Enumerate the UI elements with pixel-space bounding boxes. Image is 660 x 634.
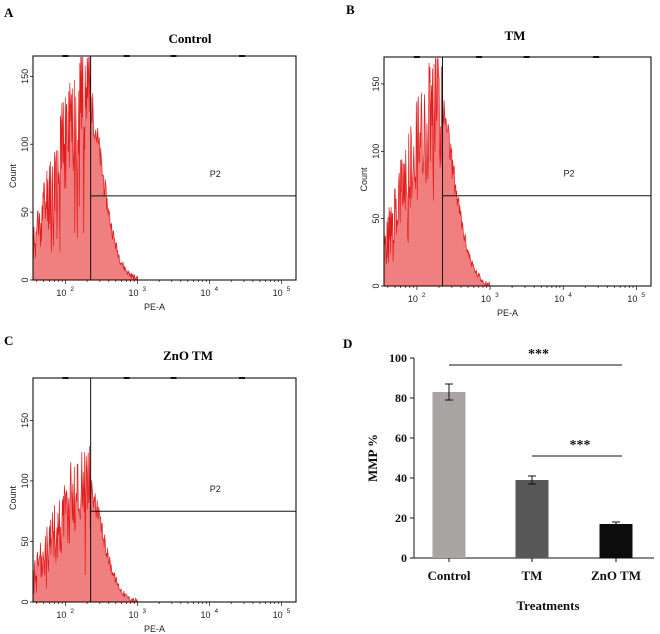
- x-tick-label: ZnO TM: [591, 568, 641, 583]
- histogram-panel-a: A Control P2 0 50 100 150 Count 10 2 10 3 10 4 10 5 PE-A: [4, 5, 297, 312]
- y-tick-label: 100: [389, 351, 407, 365]
- gate-label: P2: [563, 169, 574, 179]
- plot-frame: [32, 377, 297, 603]
- gate-label: P2: [210, 484, 221, 494]
- y-tick-label: 0: [20, 277, 30, 282]
- x-tick-label: 10: [627, 294, 637, 304]
- y-axis-label: MMP %: [365, 434, 380, 482]
- bar-zno-tm: [599, 524, 633, 558]
- histogram-panel-b: B TM P2 0 50 100 150 Count 10 2 10 3 10 4 10 5 PE-A: [346, 2, 652, 318]
- significance-label: ***: [528, 347, 549, 362]
- y-tick-label: 50: [371, 214, 381, 224]
- x-tick-exponent: 3: [142, 608, 146, 615]
- bar-control: [432, 392, 466, 558]
- histogram-area: [32, 56, 138, 281]
- x-tick-label: 10: [273, 610, 283, 620]
- x-tick-label: TM: [522, 568, 543, 583]
- x-tick-label: Control: [427, 568, 470, 583]
- y-axis-label: Count: [8, 164, 18, 189]
- plot-frame: [383, 56, 652, 287]
- panel-letter: A: [4, 5, 14, 20]
- y-tick-label: 50: [20, 207, 30, 217]
- gate-label: P2: [210, 169, 221, 179]
- y-tick-label: 0: [20, 599, 30, 604]
- x-tick-label: 10: [56, 610, 66, 620]
- x-tick-exponent: 4: [568, 292, 572, 299]
- x-tick-exponent: 5: [287, 286, 291, 293]
- x-tick-label: 10: [481, 294, 491, 304]
- panel-letter: C: [4, 333, 13, 348]
- y-tick-label: 50: [20, 536, 30, 546]
- x-tick-exponent: 4: [215, 286, 219, 293]
- x-tick-exponent: 3: [495, 292, 499, 299]
- x-tick-label: 10: [128, 288, 138, 298]
- y-tick-label: 150: [20, 69, 30, 84]
- x-tick-label: 10: [128, 610, 138, 620]
- y-tick-label: 150: [20, 413, 30, 428]
- y-tick-label: 100: [371, 144, 381, 159]
- x-tick-label: 10: [408, 294, 418, 304]
- x-tick-exponent: 3: [142, 286, 146, 293]
- bar-chart-panel-d: D 0 20 40 60 80 100 MMP % Control TM ZnO TM Treatme…: [343, 336, 654, 613]
- x-axis-label: PE-A: [144, 624, 165, 634]
- histogram-panel-c: C ZnO TM P2 0 50 100 150 Count 10 2 10 3 10 4 10 5 PE-A: [4, 333, 297, 634]
- panel-letter: B: [346, 2, 355, 17]
- bar-tm: [515, 480, 549, 558]
- x-axis-label: Treatments: [516, 598, 579, 613]
- panel-title: TM: [505, 28, 526, 43]
- x-tick-label: 10: [56, 288, 66, 298]
- y-axis-label: Count: [8, 486, 18, 511]
- x-tick-exponent: 2: [70, 286, 74, 293]
- y-axis-label: Count: [359, 167, 369, 192]
- x-tick-exponent: 4: [215, 608, 219, 615]
- x-tick-exponent: 5: [641, 292, 645, 299]
- y-tick-label: 80: [395, 391, 407, 405]
- y-tick-label: 100: [20, 137, 30, 152]
- x-tick-exponent: 2: [422, 292, 426, 299]
- y-tick-label: 60: [395, 431, 407, 445]
- panel-title: Control: [168, 31, 211, 46]
- panel-letter: D: [343, 336, 352, 351]
- y-tick-label: 150: [371, 76, 381, 91]
- x-tick-label: 10: [273, 288, 283, 298]
- histogram-area: [383, 57, 491, 287]
- x-axis-label: PE-A: [144, 302, 165, 312]
- x-tick-exponent: 2: [70, 608, 74, 615]
- x-axis-label: PE-A: [497, 308, 518, 318]
- y-tick-label: 0: [371, 283, 381, 288]
- x-tick-label: 10: [201, 610, 211, 620]
- y-tick-label: 0: [401, 551, 407, 565]
- y-tick-label: 40: [395, 471, 407, 485]
- x-tick-label: 10: [201, 288, 211, 298]
- x-tick-label: 10: [554, 294, 564, 304]
- y-tick-label: 20: [395, 511, 407, 525]
- plot-frame: [32, 55, 297, 281]
- panel-title: ZnO TM: [163, 348, 213, 363]
- y-tick-label: 100: [20, 473, 30, 488]
- histogram-area: [32, 445, 138, 604]
- significance-label: ***: [570, 438, 591, 453]
- x-tick-exponent: 5: [287, 608, 291, 615]
